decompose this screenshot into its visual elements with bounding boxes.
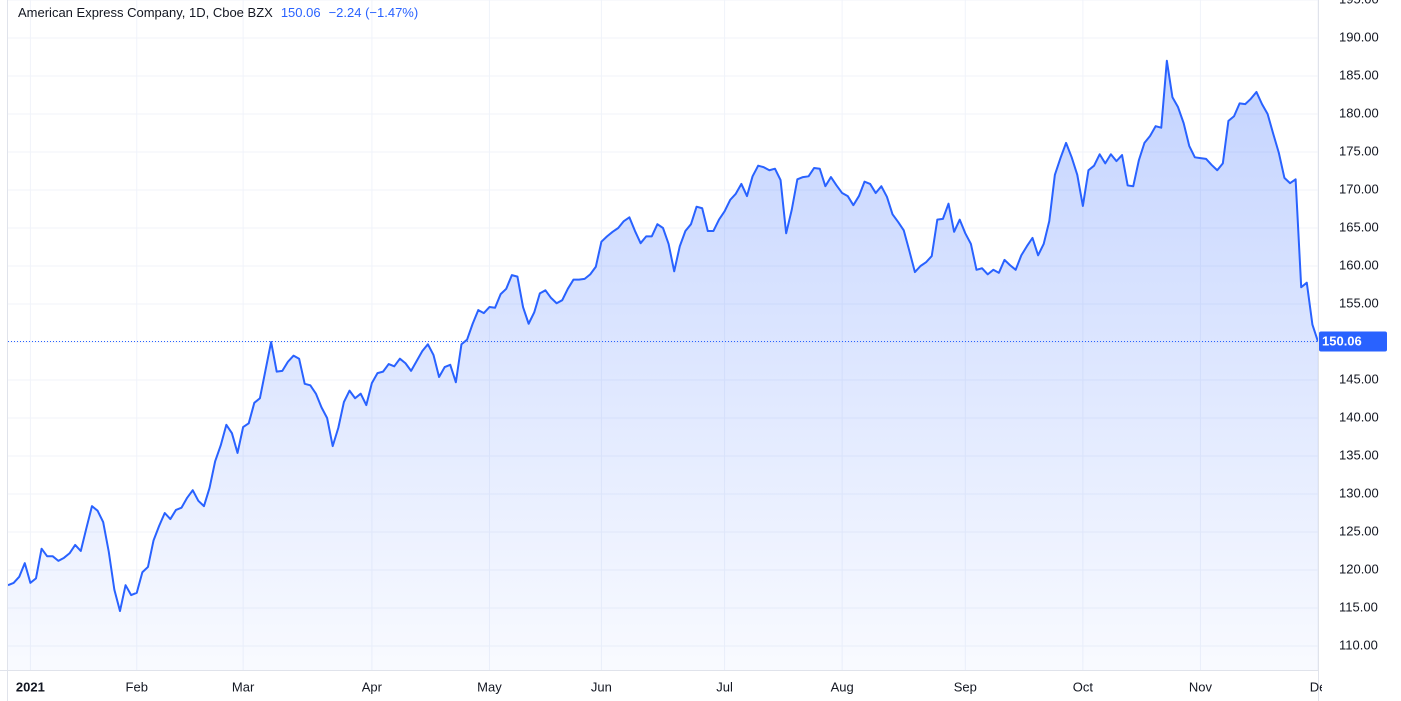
legend: American Express Company, 1D, Cboe BZX 15…	[18, 5, 418, 20]
x-tick-label: May	[477, 679, 502, 694]
y-tick-label: 140.00	[1339, 409, 1379, 424]
y-tick-label: 165.00	[1339, 219, 1379, 234]
y-tick-label: 145.00	[1339, 371, 1379, 386]
y-tick-label: 160.00	[1339, 257, 1379, 272]
y-tick-label: 190.00	[1339, 29, 1379, 44]
y-tick-label: 115.00	[1339, 599, 1378, 614]
legend-change: −2.24 (−1.47%)	[329, 5, 419, 20]
plot	[7, 59, 1318, 670]
y-tick-label: 195.00	[1339, 0, 1379, 6]
x-tick-label: Nov	[1189, 679, 1213, 694]
y-tick-label: 110.00	[1339, 637, 1378, 652]
x-tick-label: De	[1310, 679, 1327, 694]
y-tick-label: 180.00	[1339, 105, 1379, 120]
x-tick-label: Sep	[954, 679, 977, 694]
last-price-tag	[1319, 331, 1387, 352]
y-tick-label: 130.00	[1339, 485, 1379, 500]
x-tick-label: Oct	[1073, 679, 1094, 694]
y-tick-label: 135.00	[1339, 447, 1379, 462]
legend-price: 150.06	[281, 5, 321, 20]
legend-title: American Express Company, 1D, Cboe BZX	[18, 5, 273, 20]
y-tick-label: 175.00	[1339, 143, 1379, 158]
x-tick-label: Mar	[232, 679, 255, 694]
x-tick-label: Jun	[591, 679, 612, 694]
x-tick-label: Feb	[126, 679, 148, 694]
y-axis: 110.00 115.00 120.00 125.00 130.00 135.00 140.…	[1339, 0, 1379, 652]
y-tick-label: 155.00	[1339, 295, 1379, 310]
x-tick-label: Apr	[362, 679, 383, 694]
x-tick-label: 2021	[16, 679, 45, 694]
y-tick-label: 170.00	[1339, 181, 1379, 196]
price-line	[7, 59, 1318, 613]
area	[8, 60, 1318, 670]
y-tick-label: 125.00	[1339, 523, 1379, 538]
y-tick-label: 120.00	[1339, 561, 1379, 576]
x-tick-label: Jul	[716, 679, 733, 694]
x-axis: 2021 Feb Mar Apr May Jun Jul Aug Sep Oct Nov De	[16, 679, 1327, 694]
y-tick-label: 185.00	[1339, 67, 1379, 82]
x-tick-label: Aug	[831, 679, 854, 694]
last-price-label: 150.06	[1322, 333, 1362, 348]
